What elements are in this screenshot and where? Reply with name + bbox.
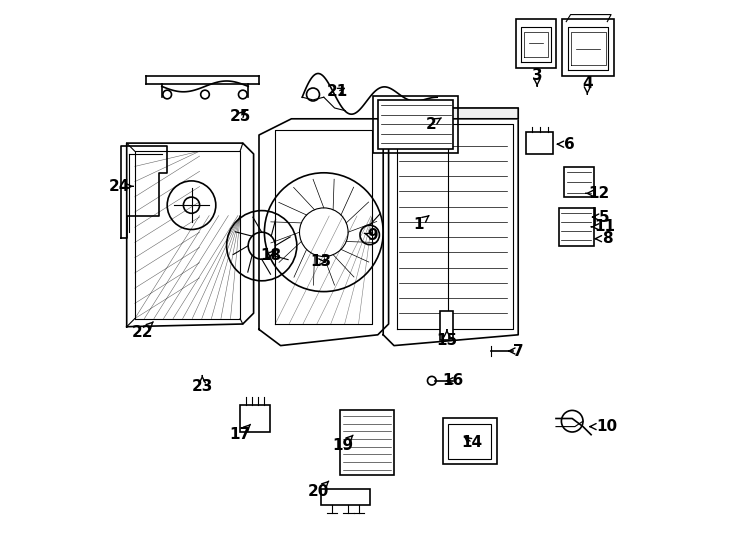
Bar <box>562 19 614 76</box>
Text: 10: 10 <box>590 419 618 434</box>
Bar <box>448 424 491 459</box>
Bar <box>240 405 270 432</box>
Text: 16: 16 <box>443 373 464 388</box>
Bar <box>564 167 594 197</box>
Polygon shape <box>383 108 518 119</box>
Bar <box>526 132 553 154</box>
Text: 7: 7 <box>509 343 523 359</box>
Text: 2: 2 <box>425 117 441 132</box>
Text: 18: 18 <box>261 248 281 263</box>
Text: 6: 6 <box>558 137 575 152</box>
Text: 15: 15 <box>436 330 457 348</box>
Text: 19: 19 <box>333 435 353 453</box>
Bar <box>515 19 556 68</box>
Text: 12: 12 <box>586 186 610 201</box>
Text: 21: 21 <box>327 84 348 99</box>
Bar <box>559 208 594 246</box>
Text: 17: 17 <box>230 424 251 442</box>
Text: 5: 5 <box>592 210 610 225</box>
Text: 14: 14 <box>462 435 483 450</box>
Text: 9: 9 <box>364 228 378 244</box>
Text: 3: 3 <box>532 68 542 86</box>
Bar <box>340 410 394 475</box>
Text: 25: 25 <box>230 109 251 124</box>
Text: 20: 20 <box>308 481 329 499</box>
FancyBboxPatch shape <box>378 100 454 149</box>
Text: 23: 23 <box>192 376 213 394</box>
Text: 22: 22 <box>132 322 153 340</box>
Polygon shape <box>259 119 388 346</box>
Text: 11: 11 <box>592 219 615 234</box>
Text: 24: 24 <box>109 179 133 194</box>
Bar <box>321 489 370 505</box>
Text: 13: 13 <box>310 254 332 269</box>
Polygon shape <box>383 108 518 346</box>
Polygon shape <box>127 143 254 327</box>
Text: 4: 4 <box>582 76 592 94</box>
Text: 1: 1 <box>413 216 429 232</box>
Bar <box>440 310 454 340</box>
Bar <box>443 418 497 464</box>
Text: 8: 8 <box>595 231 613 246</box>
